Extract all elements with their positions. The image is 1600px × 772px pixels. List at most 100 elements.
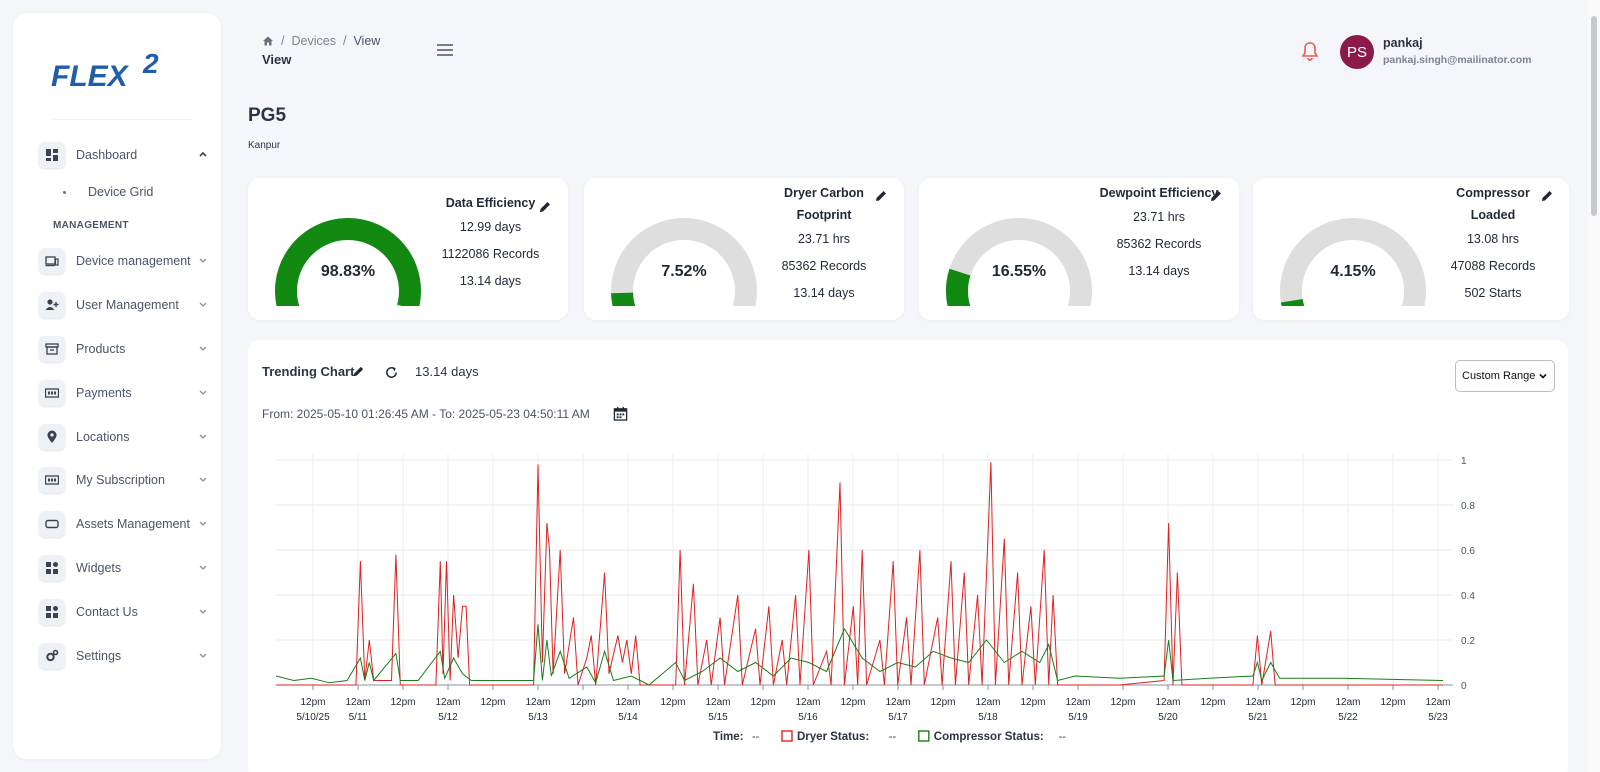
hamburger-menu-icon[interactable] (436, 43, 454, 57)
breadcrumb-view: View (353, 34, 381, 48)
x-tick-label: 12am (1155, 697, 1180, 708)
card-line: 47088 Records (1450, 259, 1536, 273)
sidebar-item-my-subscription[interactable]: My Subscription (39, 465, 211, 495)
gauge-track (1280, 218, 1426, 306)
chevron-down-icon (199, 346, 207, 351)
gauge-fill (611, 292, 636, 306)
x-tick-label: 12pm (1200, 697, 1225, 708)
x-tick-label: 12am (615, 697, 640, 708)
sidebar-item-user-management[interactable]: User Management (39, 290, 211, 320)
x-tick-label: 12am (885, 697, 910, 708)
x-tick-label: 12pm (1290, 697, 1315, 708)
refresh-icon[interactable] (384, 365, 399, 380)
legend-swatch (918, 730, 930, 742)
card-line: 23.71 hrs (797, 232, 851, 246)
x-tick-label: 12am (1425, 697, 1450, 708)
card-line: 13.14 days (1128, 264, 1190, 278)
sidebar-item-settings[interactable]: Settings (39, 641, 211, 671)
breadcrumb-devices[interactable]: Devices (291, 34, 336, 48)
gauge-value: 4.15% (1330, 263, 1376, 280)
sidebar-item-dashboard[interactable]: Dashboard (39, 140, 211, 170)
location-pin-icon (39, 424, 65, 450)
gauge-value: 7.52% (661, 263, 707, 280)
gauge-fill (946, 268, 971, 306)
x-tick-label: 12am (1245, 697, 1270, 708)
x-tick-label: 12pm (930, 697, 955, 708)
logo-text: FLEX (51, 60, 130, 93)
gauge (1280, 218, 1426, 306)
legend-label: Time: (713, 731, 743, 743)
card-dryer-carbon-footprint: 7.52% Dryer Carbon Footprint 23.71 hrs 8… (584, 178, 904, 320)
pencil-edit-icon[interactable] (538, 200, 552, 214)
calendar-icon[interactable] (613, 406, 628, 421)
sidebar-item-payments[interactable]: Payments (39, 378, 211, 408)
card-info: Data Efficiency 12.99 days 1122086 Recor… (428, 192, 553, 295)
card-dewpoint-efficiency: 16.55% Dewpoint Efficiency 23.71 hrs 853… (919, 178, 1239, 320)
sidebar-subitem-device-grid[interactable]: Device Grid (63, 185, 153, 199)
flex2-logo[interactable]: FLEX 2 (51, 41, 181, 99)
pencil-edit-icon[interactable] (874, 189, 888, 203)
card-title: Dryer Carbon Footprint (784, 186, 864, 222)
home-icon[interactable] (262, 35, 274, 47)
bullet-icon (63, 190, 66, 194)
scrollbar-thumb[interactable] (1591, 16, 1597, 216)
x-date-label: 5/15 (708, 712, 728, 723)
card-info: Dryer Carbon Footprint 23.71 hrs 85362 R… (759, 182, 889, 307)
x-date-label: 5/22 (1338, 712, 1358, 723)
sidebar-item-label: Contact Us (76, 605, 138, 619)
sidebar-item-label: User Management (76, 298, 179, 312)
card-line: 13.14 days (793, 286, 855, 300)
chevron-down-icon (199, 302, 207, 307)
x-tick-label: 12pm (390, 697, 415, 708)
widgets-icon (39, 555, 65, 581)
series-line-dryer-status (276, 462, 1443, 686)
user-name[interactable]: pankaj (1383, 36, 1423, 50)
avatar[interactable]: PS (1340, 35, 1374, 69)
sidebar-item-label: Widgets (76, 561, 122, 575)
sidebar-item-device-management[interactable]: Device management (39, 246, 211, 276)
gauge-value: 98.83% (320, 263, 376, 280)
y-tick-label: 0 (1461, 681, 1467, 692)
card-title: Dewpoint Efficiency (1099, 186, 1219, 200)
legend-label: Dryer Status: (797, 731, 869, 743)
y-tick-label: 0.8 (1461, 501, 1475, 512)
x-tick-label: 12am (1065, 697, 1090, 708)
card-title: Data Efficiency (445, 196, 536, 210)
notification-bell-icon[interactable] (1300, 41, 1320, 61)
sidebar-item-contact-us[interactable]: Contact Us (39, 597, 211, 627)
page-scrollbar[interactable] (1588, 0, 1600, 772)
x-date-label: 5/19 (1068, 712, 1088, 723)
x-tick-label: 12pm (660, 697, 685, 708)
payment-icon (39, 380, 65, 406)
pencil-edit-icon[interactable] (352, 365, 365, 378)
y-tick-label: 0.2 (1461, 636, 1475, 647)
card-title: Compressor Loaded (1456, 186, 1530, 222)
sidebar-item-label: Settings (76, 649, 122, 663)
logo-super: 2 (142, 48, 159, 79)
sidebar-item-label: Payments (76, 386, 132, 400)
sidebar-item-widgets[interactable]: Widgets (39, 553, 211, 583)
chevron-down-icon (199, 565, 207, 570)
trending-line-chart[interactable]: 1 0.8 0.6 0.4 0.2 0 12pm 5/10/25 12am 5/11 12pm 12a… (248, 440, 1568, 770)
x-date-label: 5/18 (978, 712, 998, 723)
chevron-down-icon (199, 521, 207, 526)
pencil-edit-icon[interactable] (1209, 189, 1223, 203)
sidebar-subitem-label: Device Grid (88, 185, 154, 199)
range-select[interactable]: Custom Range (1455, 360, 1555, 392)
range-select-value: Custom Range (1462, 370, 1536, 382)
sidebar-item-products[interactable]: Products (39, 334, 211, 364)
x-tick-label: 12pm (480, 697, 505, 708)
x-date-label: 5/12 (438, 712, 458, 723)
legend-swatch (781, 730, 793, 742)
legend-label: Compressor Status: (934, 731, 1044, 743)
pencil-edit-icon[interactable] (1540, 189, 1554, 203)
y-tick-label: 0.6 (1461, 546, 1475, 557)
archive-icon (39, 336, 65, 362)
card-line: 13.08 hrs (1466, 232, 1520, 246)
x-tick-label: 12am (795, 697, 820, 708)
chevron-down-icon (199, 653, 207, 658)
x-tick-label: 12pm (750, 697, 775, 708)
sidebar-item-assets-management[interactable]: Assets Management (39, 509, 211, 539)
gear-icon (39, 643, 65, 669)
sidebar-item-locations[interactable]: Locations (39, 422, 211, 452)
